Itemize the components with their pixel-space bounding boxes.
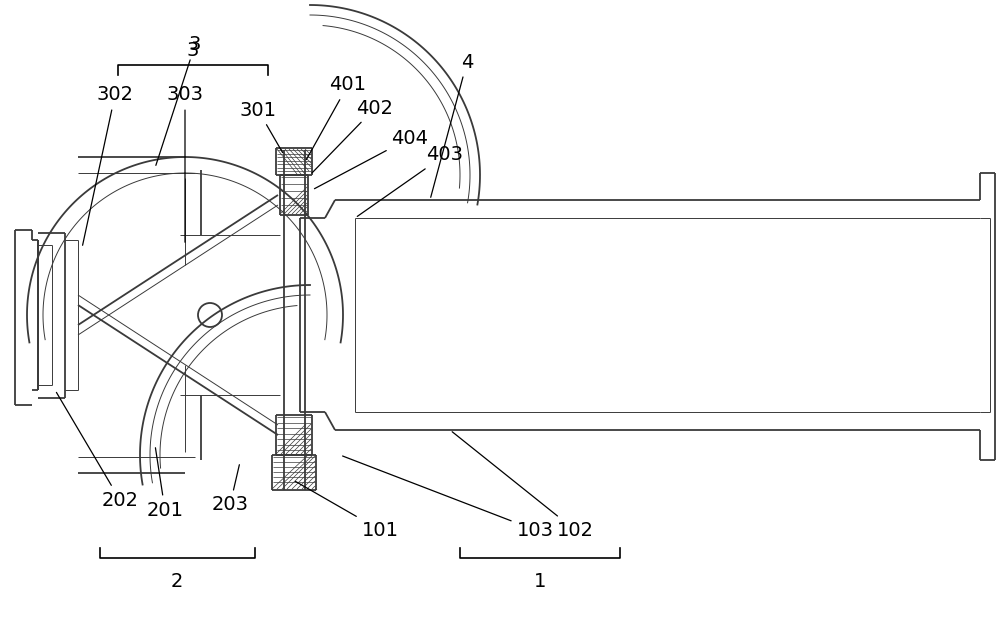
Text: 1: 1: [534, 572, 546, 591]
Text: 3: 3: [187, 41, 199, 60]
Text: 301: 301: [240, 100, 283, 152]
Text: 303: 303: [166, 86, 204, 242]
Text: 2: 2: [171, 572, 183, 591]
Text: 401: 401: [306, 76, 366, 159]
Text: 302: 302: [83, 86, 134, 245]
Text: 403: 403: [357, 145, 464, 217]
Text: 402: 402: [312, 98, 394, 173]
Text: 101: 101: [295, 481, 398, 540]
Text: 203: 203: [212, 465, 248, 514]
Text: 202: 202: [56, 392, 138, 509]
Text: 4: 4: [431, 53, 473, 197]
Text: 201: 201: [146, 448, 184, 519]
Text: 3: 3: [156, 36, 201, 165]
Text: 103: 103: [343, 456, 554, 540]
Text: 404: 404: [314, 128, 428, 189]
Text: 102: 102: [452, 432, 594, 540]
